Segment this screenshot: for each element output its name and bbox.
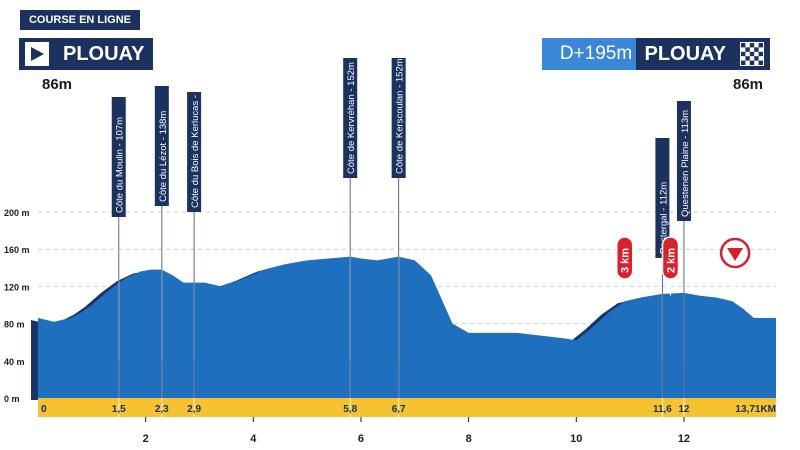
start-altitude: 86m [42, 76, 73, 93]
countdown-marker [661, 236, 680, 280]
x-tick-label: 12 [678, 433, 690, 445]
elevation-profile-area [38, 256, 776, 398]
km-mark-label: 11,6 [653, 404, 672, 415]
km-mark-label: 2,3 [155, 404, 169, 415]
finish-location: PLOUAY [636, 38, 770, 70]
climb-label: Côte de Kerscoulan - 152m [395, 58, 406, 174]
climb-label-box [391, 58, 406, 178]
km-mark-label: 1,5 [112, 404, 126, 415]
y-tick-label: 120 m [4, 282, 30, 292]
climb-label-box [343, 58, 358, 178]
start-location: PLOUAY [19, 38, 153, 70]
elevation-gain-badge: D+195m [542, 38, 650, 70]
km-mark-label: 0 [41, 404, 47, 415]
km-mark-label: 12 [678, 404, 690, 415]
x-tick-label: 6 [358, 433, 364, 445]
play-icon [23, 40, 51, 68]
climb-label: Restergal - 112m [658, 182, 669, 254]
x-tick-label: 8 [466, 433, 472, 445]
climb-label-box [187, 92, 202, 212]
climb-label-box [676, 101, 691, 221]
flamme-rouge-icon [727, 248, 744, 261]
y-tick-label: 0 m [4, 394, 20, 404]
finish-name: PLOUAY [636, 38, 734, 70]
countdown-marker [615, 236, 634, 280]
x-tick-label: 4 [250, 433, 257, 445]
km-mark-label: 2,9 [187, 404, 201, 415]
countdown-label: 3 km [620, 248, 632, 273]
start-name: PLOUAY [55, 38, 153, 70]
climb-label-box [655, 138, 670, 258]
climb-label: Questenen Plaine - 113m [680, 110, 691, 217]
climb-label: Côte du Moulin - 107m [115, 117, 126, 213]
km-mark-label: 6,7 [392, 404, 406, 415]
x-tick-label: 10 [570, 433, 582, 445]
y-tick-label: 200 m [4, 208, 30, 218]
finish-altitude: 86m [733, 76, 764, 93]
climb-label: Côte de Kervréhan - 152m [346, 62, 357, 174]
climb-label: Côte du Bois de Kerlucas - 137m [190, 69, 201, 208]
countdown-label: 2 km [665, 248, 677, 273]
y-tick-label: 80 m [4, 320, 25, 330]
checkered-flag-icon [738, 40, 766, 68]
km-mark-label: 13,71KM [735, 404, 776, 415]
y-tick-label: 160 m [4, 245, 30, 255]
climb-label-box [111, 97, 126, 217]
km-mark-label: 5,8 [343, 404, 357, 415]
y-tick-label: 40 m [4, 357, 25, 367]
km-strip [38, 398, 776, 417]
x-tick-label: 2 [143, 433, 149, 445]
climb-label: Côte du Lézot - 138m [158, 111, 169, 202]
race-type-label: COURSE EN LIGNE [20, 10, 140, 30]
climb-label-box [154, 86, 169, 206]
